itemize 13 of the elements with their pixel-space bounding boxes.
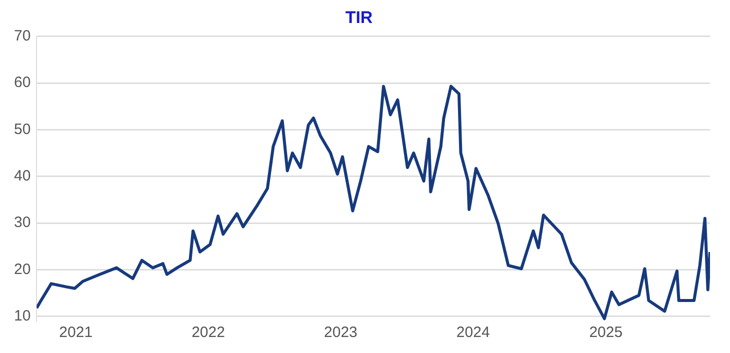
x-tick-label: 2022: [192, 324, 225, 342]
x-tick-label: 2024: [456, 324, 490, 342]
y-tick-label: 20: [14, 260, 31, 278]
y-tick-label: 10: [14, 307, 31, 324]
x-tick-label: 2025: [589, 324, 623, 342]
y-tick-label: 30: [14, 214, 31, 232]
y-tick-label: 50: [14, 120, 31, 138]
x-tick-label: 2023: [324, 324, 358, 342]
chart-title: TIR: [345, 8, 373, 27]
y-tick-label: 60: [14, 74, 31, 92]
x-tick-label: 2021: [59, 324, 93, 342]
y-tick-label: 70: [14, 28, 31, 45]
y-tick-label: 40: [14, 168, 31, 185]
